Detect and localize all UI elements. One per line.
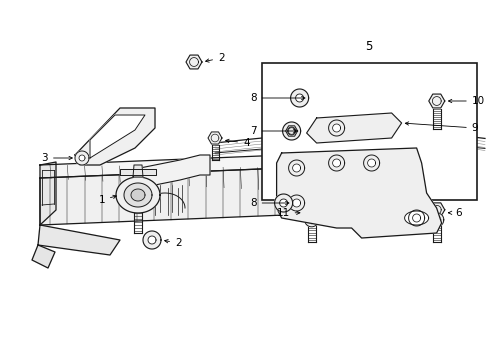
Polygon shape [363, 155, 379, 171]
Bar [261, 63, 476, 200]
Text: 2: 2 [164, 238, 181, 248]
Polygon shape [367, 159, 375, 167]
Text: 5: 5 [365, 40, 372, 53]
Text: 7: 7 [249, 126, 296, 136]
Polygon shape [124, 183, 152, 207]
Polygon shape [307, 216, 315, 224]
Polygon shape [38, 225, 120, 255]
Polygon shape [90, 115, 145, 158]
Polygon shape [140, 188, 145, 210]
Polygon shape [292, 164, 300, 172]
Polygon shape [207, 132, 222, 144]
Polygon shape [412, 214, 420, 222]
Polygon shape [274, 194, 292, 212]
Polygon shape [295, 94, 303, 102]
Polygon shape [32, 245, 55, 268]
Polygon shape [131, 189, 145, 201]
Text: 9: 9 [405, 122, 477, 133]
Polygon shape [40, 155, 285, 178]
Polygon shape [148, 236, 156, 244]
Polygon shape [332, 124, 340, 132]
Polygon shape [328, 155, 344, 171]
Text: 6: 6 [447, 208, 461, 218]
Polygon shape [285, 126, 297, 136]
Polygon shape [287, 127, 295, 135]
Polygon shape [429, 213, 443, 227]
Polygon shape [133, 165, 142, 177]
Polygon shape [408, 210, 424, 226]
Text: 8: 8 [249, 93, 305, 103]
Polygon shape [279, 199, 287, 207]
Polygon shape [292, 199, 300, 207]
Polygon shape [142, 231, 161, 249]
Polygon shape [428, 203, 444, 217]
Polygon shape [75, 151, 89, 165]
Text: 8: 8 [249, 198, 288, 208]
Polygon shape [185, 55, 202, 69]
Polygon shape [288, 160, 304, 176]
Text: 1: 1 [98, 195, 116, 205]
Text: 11: 11 [276, 208, 299, 218]
Polygon shape [276, 148, 441, 238]
Text: 2: 2 [205, 53, 224, 63]
Polygon shape [332, 159, 340, 167]
Polygon shape [116, 177, 160, 213]
Polygon shape [79, 155, 85, 161]
Polygon shape [432, 216, 440, 224]
Polygon shape [40, 168, 285, 225]
Polygon shape [290, 89, 308, 107]
Polygon shape [428, 94, 444, 108]
Polygon shape [75, 108, 155, 165]
Polygon shape [40, 162, 56, 225]
Text: 4: 4 [225, 138, 249, 148]
Polygon shape [328, 120, 344, 136]
Text: 10: 10 [447, 96, 484, 106]
Text: 3: 3 [41, 153, 72, 163]
Polygon shape [303, 203, 319, 217]
Polygon shape [282, 122, 300, 140]
Polygon shape [288, 195, 304, 211]
Polygon shape [120, 169, 156, 175]
Polygon shape [306, 113, 401, 143]
Polygon shape [140, 155, 209, 188]
Polygon shape [404, 211, 428, 225]
Polygon shape [304, 213, 318, 227]
